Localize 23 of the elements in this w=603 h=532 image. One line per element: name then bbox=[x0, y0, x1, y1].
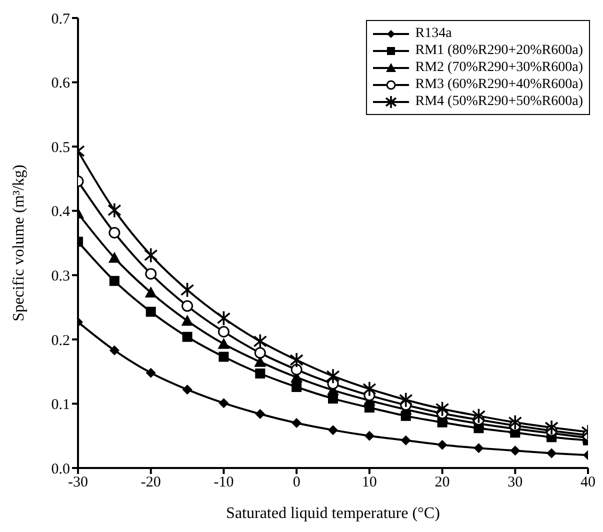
x-tick-label: -10 bbox=[214, 474, 234, 491]
y-tick-label: 0.1 bbox=[51, 397, 70, 414]
legend-label: RM3 (60%R290+40%R600a) bbox=[415, 76, 583, 93]
x-tick-label: 20 bbox=[434, 474, 450, 491]
y-tick-label: 0.4 bbox=[51, 204, 70, 220]
x-tick-label: 0 bbox=[292, 474, 300, 491]
y-tick-label: 0.5 bbox=[51, 140, 70, 156]
x-tick-label: 30 bbox=[508, 474, 523, 491]
y-axis-title: Specific volume (m³/kg) bbox=[10, 164, 28, 322]
legend-label: R134a bbox=[415, 25, 452, 42]
y-tick-label: 0.7 bbox=[51, 11, 70, 28]
x-tick-label: -30 bbox=[68, 474, 88, 491]
x-tick-label: 10 bbox=[362, 474, 377, 491]
y-tick-label: 0.3 bbox=[51, 268, 70, 284]
legend-label: RM4 (50%R290+50%R600a) bbox=[415, 93, 583, 110]
y-tick-label: 0.2 bbox=[51, 332, 70, 349]
legend-label: RM1 (80%R290+20%R600a) bbox=[415, 42, 583, 59]
y-tick-label: 0.6 bbox=[51, 76, 70, 92]
x-tick-label: -20 bbox=[140, 474, 161, 491]
y-tick-label: 0.0 bbox=[51, 461, 70, 478]
x-axis-title: Saturated liquid temperature (°C) bbox=[226, 505, 440, 522]
x-tick-label: 40 bbox=[580, 474, 596, 491]
legend-label: RM2 (70%R290+30%R600a) bbox=[415, 59, 583, 76]
